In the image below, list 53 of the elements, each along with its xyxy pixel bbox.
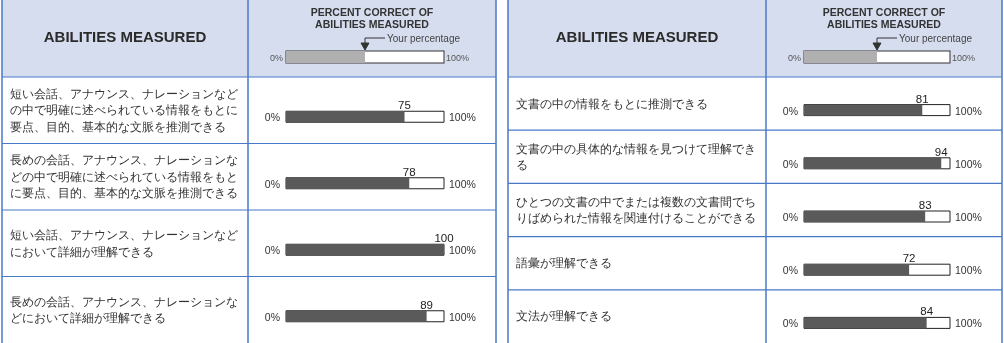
bar xyxy=(804,104,923,116)
text: 100% xyxy=(955,211,982,223)
chart-title: PERCENT CORRECT OF ABILITIES MEASURED xyxy=(822,6,946,30)
bar xyxy=(804,264,910,276)
text: 100% xyxy=(449,177,476,190)
text: 0% xyxy=(782,317,798,330)
text: 100% xyxy=(955,104,982,117)
data-label: 94 xyxy=(934,145,949,158)
text: 100% xyxy=(955,264,982,277)
y-tick-label: 短い会話、アナウンス、ナレーションなどにおいて詳細が理解できる xyxy=(10,229,238,259)
text: 100% xyxy=(449,111,476,124)
y-tick-label: 短い会話、アナウンス、ナレーションなどの中で明確に述べられている情報をもとに要点、目的、基本的な文脈を推測できる xyxy=(10,87,238,134)
text: 100% xyxy=(449,244,476,257)
y-tick-label: 文書の中の情報をもとに推測できる xyxy=(516,96,708,111)
text: 0% xyxy=(269,53,283,63)
y-axis-title: ABILITIES MEASURED xyxy=(43,28,207,45)
data-label: 75 xyxy=(398,99,411,112)
y-tick-label: 長めの会話、アナウンス、ナレーションなどの中で明確に述べられている情報をもとに要点、目的、基本的な文脈を推測できる xyxy=(10,154,238,201)
text: 0% xyxy=(264,244,280,257)
text: 0% xyxy=(264,177,280,190)
text: 0% xyxy=(782,264,798,277)
data-label: 83 xyxy=(918,199,932,211)
data-label: 84 xyxy=(920,305,934,318)
data-label: 78 xyxy=(402,165,416,178)
text: 0% xyxy=(264,310,280,323)
y-tick-label: 文書の中の具体的な情報を見つけて理解できる xyxy=(516,141,756,172)
bar xyxy=(286,111,405,123)
bar xyxy=(804,317,927,329)
bar xyxy=(804,211,926,222)
y-tick-label: 語彙が理解できる xyxy=(516,257,612,271)
text: 0% xyxy=(787,53,801,63)
data-label: 89 xyxy=(420,298,434,311)
text: 0% xyxy=(782,104,798,117)
data-label: 72 xyxy=(902,252,916,265)
chart-title: PERCENT CORRECT OF ABILITIES MEASURED xyxy=(310,6,434,30)
y-tick-label: ひとつの文書の中でまたは複数の文書間でちりばめられた情報を関連付けることができる xyxy=(516,194,756,226)
y-tick-label: 長めの会話、アナウンス、ナレーションなどにおいて詳細が理解できる xyxy=(10,295,238,325)
text: 100% xyxy=(955,157,982,170)
data-label: 81 xyxy=(915,92,929,105)
text: Your percentage xyxy=(387,33,461,44)
bar xyxy=(286,310,427,322)
text: 0% xyxy=(264,111,280,124)
text: 100% xyxy=(952,53,976,63)
text: 0% xyxy=(782,157,798,170)
y-tick-label: 文法が理解できる xyxy=(516,309,612,324)
text: 0% xyxy=(782,211,798,223)
data-label: 100 xyxy=(434,232,454,245)
text: 100% xyxy=(449,310,476,323)
text: 100% xyxy=(446,53,470,63)
y-axis-title: ABILITIES MEASURED xyxy=(555,28,719,45)
text: Your percentage xyxy=(899,33,973,44)
bar xyxy=(286,177,410,189)
text: 100% xyxy=(955,317,982,330)
